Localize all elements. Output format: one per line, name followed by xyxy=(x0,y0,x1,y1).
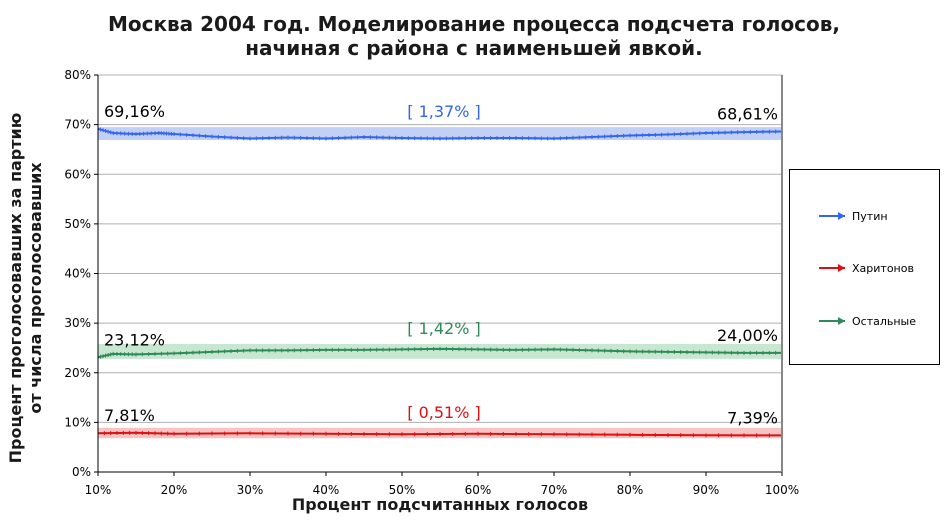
x-tick-label: 90% xyxy=(693,483,720,497)
y-tick-label: 50% xyxy=(64,217,91,231)
chart-title-line-1: Москва 2004 год. Моделирование процесса … xyxy=(107,12,841,36)
x-tick-label: 10% xyxy=(85,483,112,497)
legend-label-others: Остальные xyxy=(852,314,917,328)
legend-item-others: Остальные xyxy=(818,313,916,329)
chart-title: Москва 2004 год. Моделирование процесса … xyxy=(0,12,948,60)
y-tick-label: 60% xyxy=(64,167,91,181)
series-range-label: [ 0,51% ] xyxy=(407,403,480,422)
legend-label-kharitonov: Харитонов xyxy=(852,261,914,275)
x-axis-label: Процент подсчитанных голосов xyxy=(291,495,589,514)
x-tick-label: 100% xyxy=(765,483,799,497)
legend-label-putin: Путин xyxy=(852,209,888,223)
y-tick-label: 80% xyxy=(64,68,91,82)
legend: Путин Харитонов Остальные xyxy=(789,169,940,365)
y-tick-label: 30% xyxy=(64,316,91,330)
series-end-label: 24,00% xyxy=(717,326,778,345)
legend-swatch-kharitonov xyxy=(819,264,845,272)
x-tick-label: 80% xyxy=(617,483,644,497)
legend-item-putin: Путин xyxy=(818,208,888,224)
legend-swatch-others xyxy=(819,317,845,325)
x-tick-label: 20% xyxy=(161,483,188,497)
series-start-label: 23,12% xyxy=(104,330,165,349)
y-tick-label: 0% xyxy=(72,465,91,479)
range-band xyxy=(98,343,782,359)
series-start-label: 69,16% xyxy=(104,102,165,121)
y-tick-label: 10% xyxy=(64,415,91,429)
y-tick-label: 40% xyxy=(64,267,91,281)
x-tick-label: 50% xyxy=(389,483,416,497)
x-tick-label: 70% xyxy=(541,483,568,497)
x-tick-label: 40% xyxy=(313,483,340,497)
series-end-label: 68,61% xyxy=(717,105,778,124)
series-range-label: [ 1,42% ] xyxy=(407,319,480,338)
legend-item-kharitonov: Харитонов xyxy=(818,260,914,276)
series-range-label: [ 1,37% ] xyxy=(407,102,480,121)
x-tick-label: 30% xyxy=(237,483,264,497)
x-tick-label: 60% xyxy=(465,483,492,497)
y-tick-label: 70% xyxy=(64,118,91,132)
series-end-label: 7,39% xyxy=(727,408,778,427)
legend-swatch-putin xyxy=(819,212,845,220)
y-tick-label: 20% xyxy=(64,366,91,380)
chart-title-line-2: начиная с района с наименьшей явкой. xyxy=(245,36,703,60)
series-start-label: 7,81% xyxy=(104,406,155,425)
